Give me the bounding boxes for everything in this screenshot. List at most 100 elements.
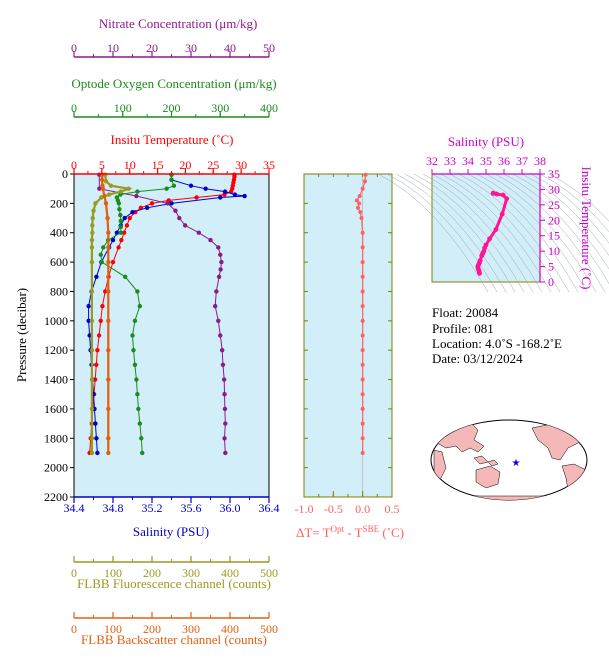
ts-point xyxy=(499,211,505,217)
salinity-point xyxy=(86,318,91,324)
oxygen-point xyxy=(132,318,138,324)
oxygen-tick-label: 200 xyxy=(163,101,181,115)
backscatter-tick-label: 100 xyxy=(104,622,122,636)
nitrate-point xyxy=(222,392,227,397)
temperature-tick-label: 30 xyxy=(235,158,247,172)
fluorescence-point xyxy=(106,192,112,197)
ts-contour xyxy=(431,173,543,293)
oxygen-point xyxy=(171,183,177,188)
dt-point xyxy=(360,260,365,265)
oxygen-tick-label: 400 xyxy=(260,101,278,115)
main-series-layer xyxy=(86,172,247,456)
dt-axis-label: ΔT= TOpt - TSBE (˚C) xyxy=(296,524,404,540)
nitrate-point xyxy=(165,201,170,206)
backscatter-tick-label: 300 xyxy=(182,622,200,636)
backscatter-point xyxy=(100,186,106,191)
ts-contour xyxy=(377,173,489,293)
fluorescence-point xyxy=(89,318,95,324)
ts-contour xyxy=(485,173,597,293)
temperature-point xyxy=(119,237,124,243)
ts-contour xyxy=(476,173,588,293)
oxygen-tick-label: 300 xyxy=(211,101,229,115)
temperature-point xyxy=(110,259,116,265)
dt-point xyxy=(355,205,360,210)
pressure-tick-label: 1400 xyxy=(44,373,68,387)
dt-tick-label: 0.0 xyxy=(355,502,370,516)
dt-point xyxy=(360,245,365,250)
dt-point xyxy=(360,304,365,309)
dt-tick-label: -1.0 xyxy=(295,502,314,516)
dt-layer: -1.0 -0.5 0.0 0.5 xyxy=(295,172,400,516)
temperature-tick-label: 35 xyxy=(263,158,275,172)
salinity-point xyxy=(87,333,92,338)
dt-point xyxy=(360,377,365,382)
fluorescence-point xyxy=(89,347,95,353)
nitrate-point xyxy=(220,347,225,353)
backscatter-point xyxy=(105,215,110,221)
backscatter-point xyxy=(106,450,111,456)
ts-salinity-tick-label: 36 xyxy=(498,154,510,168)
fluorescence-point xyxy=(89,450,95,456)
pressure-tick-label: 1200 xyxy=(44,343,68,357)
oxygen-point xyxy=(139,436,144,441)
backscatter-point xyxy=(106,318,111,324)
ts-contour xyxy=(404,173,516,293)
ts-salinity-tick-label: 34 xyxy=(462,154,474,168)
salinity-point xyxy=(144,205,150,210)
pressure-tick-label: 1000 xyxy=(44,314,68,328)
main-plot-area xyxy=(73,173,270,498)
dt-point xyxy=(360,406,365,411)
oxygen-axis-label: Optode Oxygen Concentration (μm/kg) xyxy=(71,76,276,91)
dt-point xyxy=(359,216,364,221)
dt-point xyxy=(360,450,365,455)
dt-point xyxy=(363,179,368,184)
ts-salinity-title: Salinity (PSU) xyxy=(448,134,524,149)
fluorescence-tick-label: 200 xyxy=(143,566,161,580)
ts-point xyxy=(493,227,499,232)
backscatter-axis-label: FLBB Backscatter channel (counts) xyxy=(81,632,267,647)
dt-point xyxy=(360,348,365,353)
nitrate-point xyxy=(218,252,223,257)
fluorescence-point xyxy=(93,201,98,206)
oxygen-point xyxy=(116,201,122,206)
dt-point xyxy=(360,186,365,191)
dt-point xyxy=(360,436,365,441)
dt-point xyxy=(363,172,368,177)
fluorescence-point xyxy=(89,237,95,243)
nitrate-point xyxy=(97,186,102,191)
dt-point xyxy=(357,194,362,199)
ts-point xyxy=(487,236,492,242)
dt-label-sup2: SBE xyxy=(363,524,380,534)
fluorescence-tick-label: 500 xyxy=(260,566,278,580)
backscatter-point xyxy=(106,377,111,382)
nitrate-point xyxy=(222,406,228,412)
map-land-maritime xyxy=(473,455,499,467)
world-map: ★ xyxy=(430,419,588,501)
ts-salinity-tick-label: 35 xyxy=(480,154,492,168)
nitrate-point xyxy=(223,421,228,426)
ts-contour xyxy=(458,173,570,293)
oxygen-point xyxy=(135,189,140,194)
temperature-point xyxy=(103,289,108,294)
dt-label-prefix: ΔT= T xyxy=(296,525,331,540)
oxygen-point xyxy=(118,230,124,235)
ts-contour xyxy=(413,173,525,293)
nitrate-axis-label: Nitrate Concentration (μm/kg) xyxy=(99,16,258,31)
oxygen-point xyxy=(140,450,145,456)
temperature-axis-label: Insitu Temperature (˚C) xyxy=(110,132,233,147)
oxygen-point xyxy=(101,245,106,250)
temperature-tick-label: 0 xyxy=(71,158,77,172)
ts-plot-area xyxy=(431,173,541,283)
temperature-tick-label: 10 xyxy=(124,158,136,172)
salinity-point xyxy=(222,189,228,194)
fluorescence-point xyxy=(89,436,95,441)
temperature-point xyxy=(96,333,102,338)
fluorescence-point xyxy=(90,223,95,228)
ts-salinity-tick-label: 33 xyxy=(444,154,456,168)
backscatter-tick-label: 400 xyxy=(221,622,239,636)
ts-contour xyxy=(521,173,609,256)
temperature-tick-label: 25 xyxy=(207,158,219,172)
salinity-point xyxy=(86,303,91,309)
temperature-point xyxy=(194,195,199,200)
salinity-tick-label: 36.4 xyxy=(259,501,280,515)
